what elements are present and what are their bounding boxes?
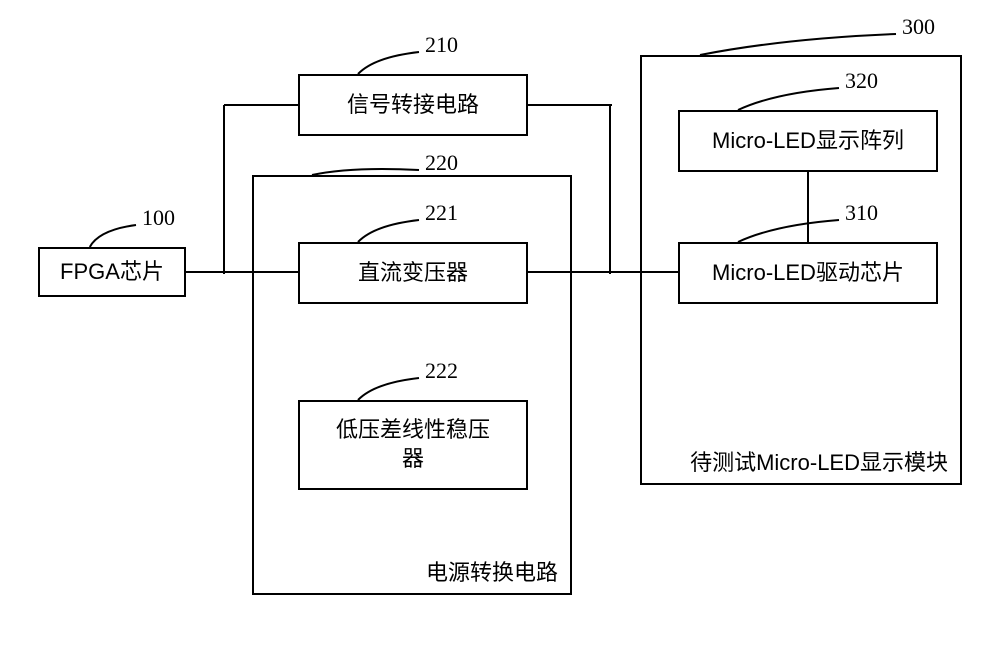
diagram-canvas: 电源转换电路待测试Micro-LED显示模块FPGA芯片信号转接电路直流变压器低… [0, 0, 1000, 657]
ref-leader-310 [0, 0, 1000, 657]
ref-310: 310 [845, 200, 878, 226]
